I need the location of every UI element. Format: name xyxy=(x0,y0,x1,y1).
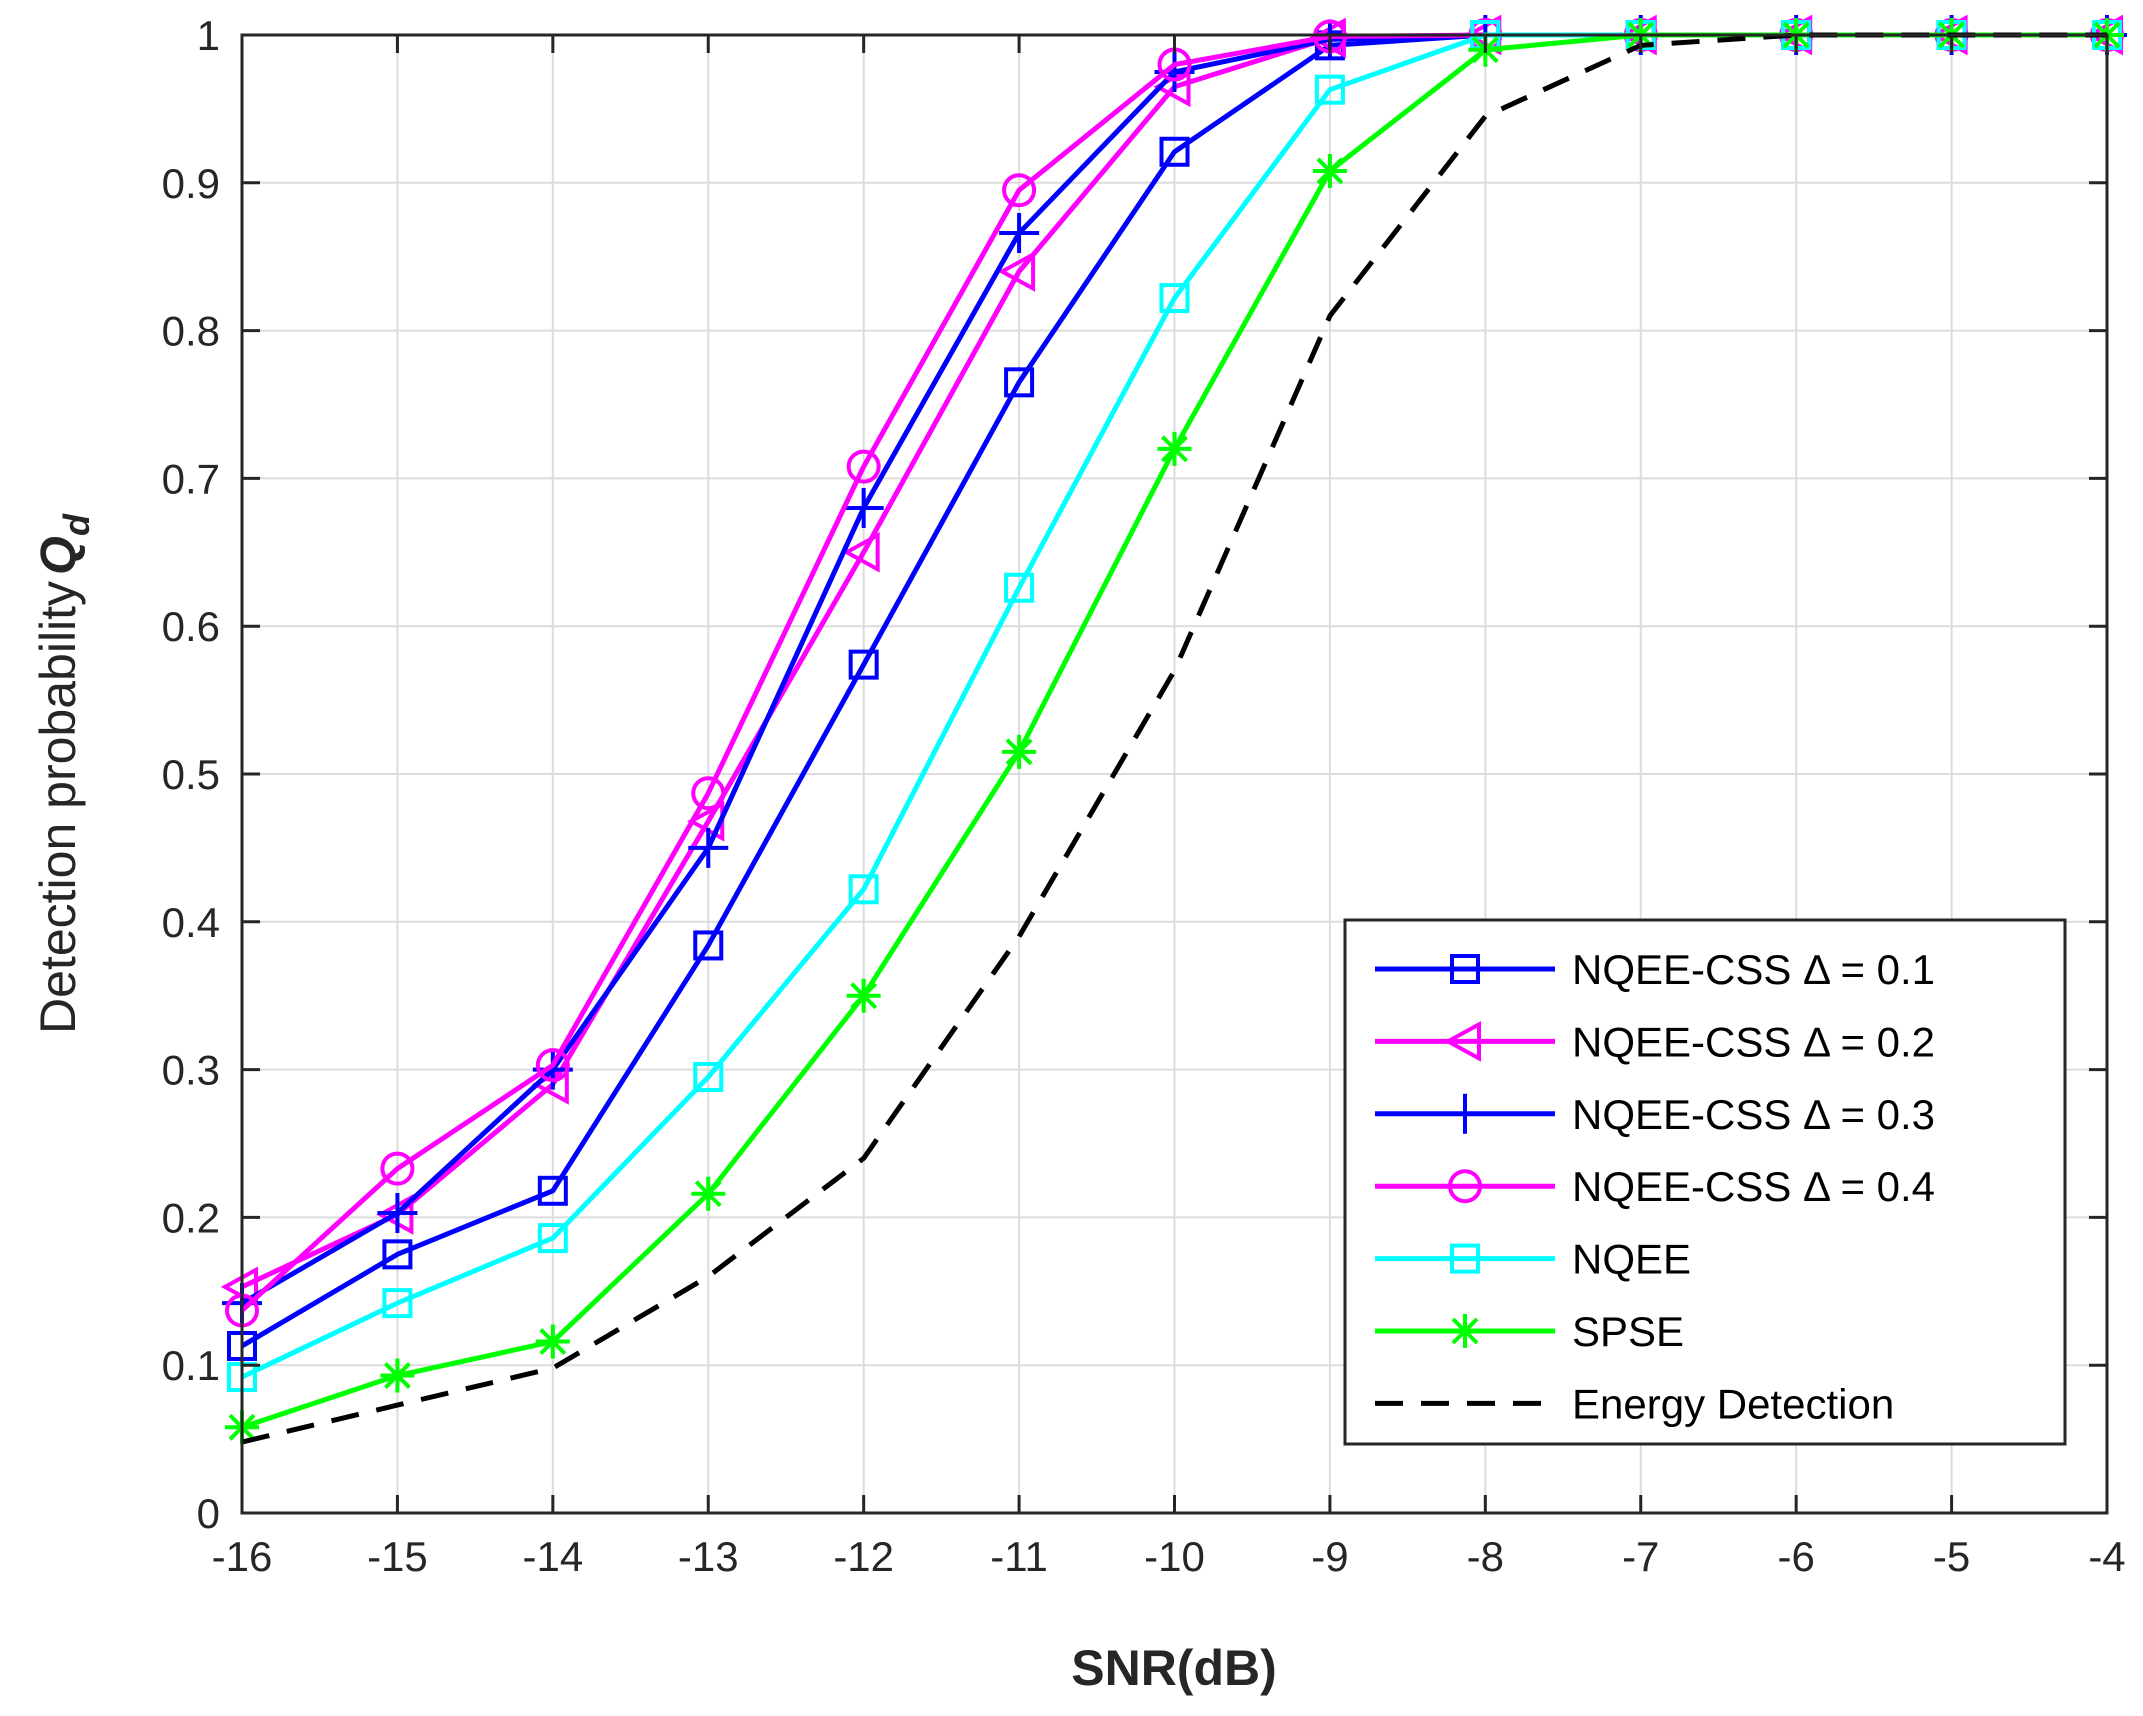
data-point xyxy=(691,1176,726,1211)
legend-item: NQEE-CSS Δ = 0.2 xyxy=(1375,1018,1935,1065)
x-axis-label: SNR(dB) xyxy=(1071,1640,1277,1696)
data-point xyxy=(1159,136,1190,167)
y-tick-label: 0 xyxy=(197,1490,220,1537)
x-tick-label: -6 xyxy=(1777,1533,1814,1580)
y-axis-label-subscript: d xyxy=(56,513,97,536)
data-point xyxy=(693,1061,724,1092)
legend: NQEE-CSS Δ = 0.1 NQEE-CSS Δ = 0.2 NQEE-CSS… xyxy=(1343,918,2067,1446)
legend-marker xyxy=(1450,954,1480,984)
data-point xyxy=(535,1324,570,1359)
data-point xyxy=(842,531,880,573)
y-tick-label: 0.6 xyxy=(162,603,220,650)
data-point xyxy=(1157,431,1192,466)
x-tick-label: -4 xyxy=(2088,1533,2125,1580)
data-point xyxy=(535,1048,570,1083)
data-point xyxy=(380,1358,415,1393)
data-point xyxy=(693,930,724,961)
x-tick-label: -9 xyxy=(1311,1533,1348,1580)
y-tick-label: 1 xyxy=(197,12,220,59)
legend-label: NQEE-CSS Δ = 0.1 xyxy=(1572,946,1935,993)
legend-marker xyxy=(1448,1169,1482,1204)
y-axis-label-text: Detection probability xyxy=(30,581,86,1034)
x-tick-label: -8 xyxy=(1467,1533,1504,1580)
data-point xyxy=(1004,367,1035,398)
legend-label: NQEE-CSS Δ = 0.3 xyxy=(1572,1091,1935,1138)
data-point xyxy=(1002,734,1037,769)
legend-label: Energy Detection xyxy=(1572,1380,1894,1427)
legend-label: NQEE-CSS Δ = 0.2 xyxy=(1572,1018,1935,1065)
legend-marker xyxy=(1443,1021,1481,1062)
y-tick-label: 0.2 xyxy=(162,1194,220,1241)
legend-label: NQEE xyxy=(1572,1236,1691,1283)
legend-item: NQEE xyxy=(1375,1236,1691,1283)
data-point xyxy=(848,649,879,680)
x-tick-label: -7 xyxy=(1622,1533,1659,1580)
legend-item: Energy Detection xyxy=(1375,1380,1894,1427)
data-point xyxy=(688,827,729,868)
legend-item: NQEE-CSS Δ = 0.4 xyxy=(1375,1163,1935,1210)
x-tick-label: -12 xyxy=(833,1533,894,1580)
y-tick-label: 0.9 xyxy=(162,160,220,207)
y-tick-label: 0.7 xyxy=(162,455,220,502)
legend-marker xyxy=(1450,1243,1480,1274)
data-point xyxy=(691,776,726,811)
data-point xyxy=(537,1175,568,1206)
data-point xyxy=(843,487,884,528)
legend-box xyxy=(1343,918,2067,1446)
y-tick-label: 0.5 xyxy=(162,751,220,798)
legend-label: SPSE xyxy=(1572,1308,1684,1355)
data-point xyxy=(1314,74,1345,105)
y-tick-label: 0.3 xyxy=(162,1047,220,1094)
x-tick-label: -13 xyxy=(678,1533,739,1580)
x-tick-label: -11 xyxy=(990,1533,1048,1580)
data-point xyxy=(999,213,1040,254)
y-axis-label: Detection probability Qd xyxy=(30,513,97,1034)
legend-item: NQEE-CSS Δ = 0.1 xyxy=(1375,946,1935,993)
x-tick-label: -10 xyxy=(1144,1533,1205,1580)
data-point xyxy=(1004,572,1035,603)
data-point xyxy=(1312,153,1347,188)
data-point xyxy=(997,251,1036,292)
y-tick-label: 0.1 xyxy=(162,1342,220,1389)
y-tick-label: 0.4 xyxy=(162,899,220,946)
data-point xyxy=(382,1239,413,1270)
legend-item: SPSE xyxy=(1375,1308,1684,1355)
data-point xyxy=(846,978,881,1013)
legend-label: NQEE-CSS Δ = 0.4 xyxy=(1572,1163,1935,1210)
data-point xyxy=(382,1288,413,1319)
data-point xyxy=(846,449,881,484)
legend-marker xyxy=(1445,1093,1485,1134)
x-tick-label: -5 xyxy=(1933,1533,1970,1580)
data-point xyxy=(1159,283,1190,314)
data-point xyxy=(848,874,879,905)
ticks: -16 -15 -14 -13 -12 -11 -10 -9 -8 -7 -6 -5 -4 0 0.1 0.2… xyxy=(162,12,2126,1580)
data-point xyxy=(1002,173,1037,208)
x-tick-label: -16 xyxy=(212,1533,273,1580)
y-axis-label-symbol: Q xyxy=(30,536,86,575)
x-tick-label: -15 xyxy=(367,1533,428,1580)
y-tick-label: 0.8 xyxy=(162,308,220,355)
legend-item: NQEE-CSS Δ = 0.3 xyxy=(1375,1091,1935,1138)
data-point xyxy=(537,1223,568,1254)
legend-marker xyxy=(1448,1314,1482,1348)
legend-items: NQEE-CSS Δ = 0.1 NQEE-CSS Δ = 0.2 NQEE-CSS… xyxy=(1375,946,1935,1427)
data-point xyxy=(377,1192,418,1233)
data-point xyxy=(380,1151,415,1186)
x-tick-label: -14 xyxy=(522,1533,583,1580)
